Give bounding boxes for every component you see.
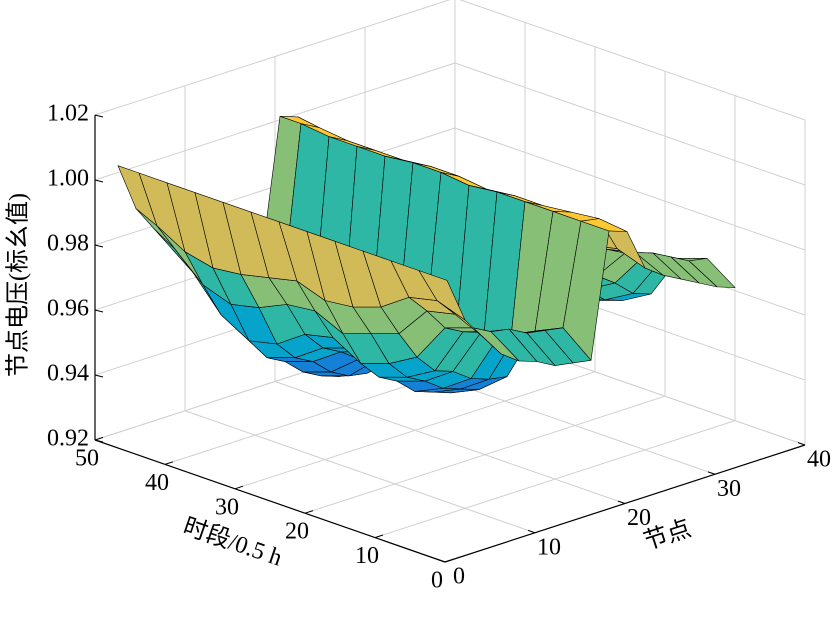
tick-mark [164, 461, 174, 465]
x-tick-label: 20 [627, 505, 651, 531]
grid-line [454, 127, 806, 251]
axis-line [94, 439, 446, 563]
tick-mark [617, 500, 626, 504]
grid-line [94, 0, 451, 116]
z-tick-label: 1.02 [47, 101, 89, 127]
z-tick-label: 0.92 [47, 426, 89, 452]
tick-mark [707, 471, 716, 475]
grid-line [274, 381, 626, 504]
y-tick-label: 40 [145, 470, 169, 496]
surface-patch [418, 270, 466, 321]
tick-mark [94, 436, 104, 441]
tick-mark [304, 510, 314, 514]
x-tick-label: 0 [453, 564, 465, 590]
z-tick-label: 0.94 [47, 361, 89, 387]
z-tick-label: 0.98 [47, 231, 89, 257]
tick-mark [234, 485, 244, 490]
grid-line [374, 420, 736, 539]
y-tick-label: 50 [75, 446, 99, 472]
tick-mark [374, 534, 384, 539]
grid-line [304, 395, 666, 514]
grid-line [454, 62, 806, 186]
y-tick-label: 0 [431, 568, 443, 594]
tick-mark [94, 114, 104, 118]
grid-line [459, 0, 806, 121]
x-tick-label: 10 [537, 534, 561, 560]
tick-mark [444, 558, 454, 563]
tick-mark [527, 529, 536, 534]
y-tick-label: 10 [355, 543, 379, 569]
z-axis-label: 节点电压(标幺值) [5, 193, 32, 377]
grid-line [184, 410, 536, 534]
z-tick-label: 1.00 [47, 166, 89, 192]
grid-line [94, 62, 456, 181]
tick-mark [94, 439, 104, 443]
z-tick-label: 0.96 [47, 296, 89, 322]
y-axis-label: 时段/0.5 h [180, 513, 286, 572]
tick-mark [94, 244, 104, 248]
tick-mark [94, 309, 104, 313]
x-tick-label: 30 [717, 476, 741, 502]
y-tick-label: 20 [285, 519, 309, 545]
y-tick-label: 30 [215, 494, 239, 520]
x-tick-label: 40 [807, 447, 831, 473]
tick-mark [94, 374, 104, 378]
tick-mark [797, 442, 806, 446]
grid-line [234, 371, 596, 490]
tick-mark [437, 559, 446, 563]
tick-mark [94, 179, 104, 183]
